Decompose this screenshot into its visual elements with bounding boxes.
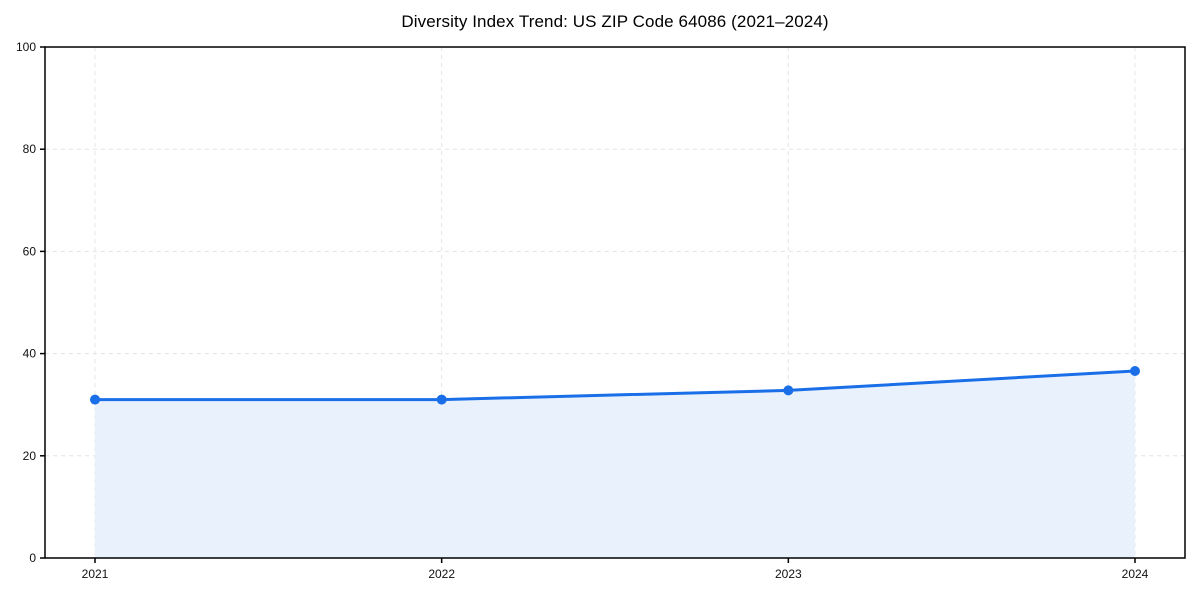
y-tick-label: 40 xyxy=(23,347,37,361)
y-tick-label: 60 xyxy=(23,244,37,258)
data-point-2022 xyxy=(436,394,447,405)
x-tick-label: 2023 xyxy=(775,567,802,581)
data-point-2023 xyxy=(783,385,794,396)
data-point-2024 xyxy=(1130,365,1140,376)
plot-frame xyxy=(44,46,1186,559)
y-tick-label: 20 xyxy=(23,449,37,463)
area-fill xyxy=(95,370,1135,558)
x-tick-label: 2022 xyxy=(428,567,455,581)
x-tick-label: 2024 xyxy=(1122,567,1149,581)
chart-title: Diversity Index Trend: US ZIP Code 64086… xyxy=(401,12,829,31)
x-tick-label: 2021 xyxy=(82,567,109,581)
data-point-2021 xyxy=(90,394,100,405)
y-tick-label: 0 xyxy=(29,551,36,565)
y-tick-label: 80 xyxy=(23,142,37,156)
trend-line xyxy=(93,369,1137,402)
y-tick-label: 100 xyxy=(16,40,36,54)
